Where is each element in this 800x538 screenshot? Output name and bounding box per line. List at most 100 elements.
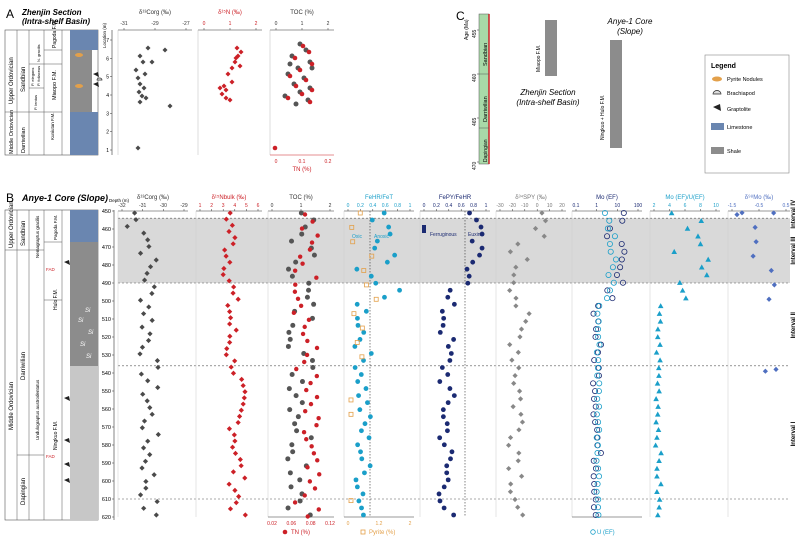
- b-mo-point: [591, 395, 598, 402]
- graptolite-icon: [713, 104, 721, 111]
- b-col-tick-label: 0.8: [394, 203, 401, 209]
- b-formation-pagoda: Pagoda F.M.: [53, 215, 58, 240]
- b-fepy-point: [474, 217, 479, 223]
- b-d15n-point: [232, 358, 238, 364]
- graptolite-icon: [64, 478, 70, 483]
- b-mou-point: [698, 217, 705, 223]
- b-mo-point: [609, 295, 616, 302]
- b-u-point: [595, 496, 602, 503]
- b-toc-point: [298, 210, 304, 216]
- b-mou-point: [657, 357, 663, 363]
- b-d98mo-point: [753, 239, 759, 245]
- b-u-point: [593, 411, 600, 418]
- a-d13c-point: [137, 99, 143, 105]
- b-d34s-point: [516, 427, 522, 433]
- b-tn-point: [292, 500, 298, 505]
- a-tn-point: [306, 49, 312, 55]
- b-fepy-point: [422, 225, 426, 233]
- b-d34s-point: [519, 473, 525, 479]
- b-u-point: [611, 233, 618, 240]
- b-d13c-point: [155, 431, 161, 438]
- graptolite-icon: [93, 72, 99, 77]
- b-u-point: [595, 419, 602, 426]
- b-d13c-point: [143, 478, 149, 485]
- b-depth-tick-label: 530: [102, 353, 111, 359]
- b-tn-point: [306, 317, 312, 323]
- b-d98mo-point: [750, 253, 756, 259]
- b-col-tick-label: 10: [615, 203, 621, 209]
- b-u-point: [595, 388, 602, 395]
- b-mo-point: [590, 310, 597, 317]
- b-d34s-point: [516, 388, 523, 394]
- b-d13c-point: [149, 411, 155, 417]
- b-mou-point: [684, 225, 691, 231]
- a-col-tick-label: -29: [151, 21, 158, 27]
- b-mo-point: [590, 411, 597, 418]
- ellipse-icon: [712, 76, 722, 82]
- b-d13c-point: [133, 217, 139, 223]
- b-bottom-legend-marker: [590, 529, 596, 535]
- b-mou-point: [655, 403, 661, 409]
- b-mou-point: [654, 411, 661, 417]
- b-col-tick-label: -30: [160, 203, 167, 209]
- c-anye-formation: Ningkuo + Hulo F.M.: [600, 95, 606, 140]
- b-tn-point: [291, 310, 297, 316]
- b-mo-point: [593, 326, 600, 333]
- b-d98mo-point: [734, 212, 740, 218]
- b-tn-point: [299, 226, 305, 231]
- a-formation-miaopo: Miaopo F.M.: [52, 70, 58, 100]
- b-tn-point: [304, 387, 309, 393]
- a-toc-point: [309, 65, 315, 71]
- b-depth-tick-label: 620: [102, 515, 111, 521]
- b-d34s-point: [512, 496, 518, 503]
- brachiopod-icon: [712, 90, 722, 95]
- panel-c-label: C: [456, 9, 465, 23]
- b-tn-point: [311, 451, 317, 456]
- b-d34s-point: [516, 450, 522, 456]
- b-d15n-point: [237, 456, 243, 463]
- b-d13c-point: [155, 364, 161, 370]
- b-d15n-point: [230, 290, 236, 296]
- b-bottom-tick-label: 0.08: [306, 521, 316, 527]
- b-col-tick-label: -31: [139, 203, 146, 209]
- b-d34s-point: [515, 349, 521, 355]
- a-d15n-point: [225, 71, 231, 77]
- b-fepy-point: [439, 365, 445, 370]
- b-tn-point: [315, 233, 320, 238]
- b-toc-point: [293, 393, 299, 399]
- b-depth-tick-label: 510: [102, 317, 111, 323]
- b-fepy-point: [445, 294, 451, 300]
- b-col-title: FeHR/FeT: [365, 195, 393, 201]
- a-d13c-point: [137, 81, 143, 87]
- b-d13c-point: [141, 230, 147, 236]
- a-d13c-point: [149, 59, 155, 65]
- b-d15n-point: [242, 389, 248, 395]
- b-tn-point: [298, 303, 304, 309]
- legend-label: Shale: [727, 149, 741, 155]
- a-tn-point: [303, 77, 309, 83]
- legend-title: Legend: [711, 63, 736, 70]
- c-age-label: Age (Ma): [464, 19, 470, 40]
- b-fehr-point: [352, 344, 358, 349]
- b-depth-tick-label: 520: [102, 335, 111, 341]
- b-mou-point: [653, 419, 659, 425]
- b-tn-point: [292, 268, 298, 273]
- b-d15n-point: [227, 309, 233, 315]
- c-stage-dapingian: Dapingian: [483, 139, 489, 162]
- b-d13c-point: [139, 324, 145, 330]
- b-fehr-point: [373, 280, 379, 286]
- a-depth-tick-label: 7: [106, 38, 109, 44]
- a-biozone-3: P. foliaceus: [36, 66, 41, 86]
- b-d34s-point: [515, 241, 521, 247]
- b-fehr-point: [361, 358, 366, 363]
- b-intervals: Interval IV Interval III Interval II Interv…: [791, 200, 797, 446]
- b-mou-point: [655, 512, 661, 518]
- b-bottom-legend-marker: [282, 529, 288, 535]
- annot-ferruginous: Ferruginous: [430, 232, 457, 238]
- b-d34s-point: [507, 342, 513, 348]
- a-col-tick-label: -31: [120, 21, 127, 27]
- b-d15n-point: [241, 395, 247, 401]
- b-col-title: δ⁹⁸Mo (‰): [745, 194, 773, 201]
- b-tn-point: [316, 507, 321, 512]
- b-fehr-point: [355, 442, 361, 448]
